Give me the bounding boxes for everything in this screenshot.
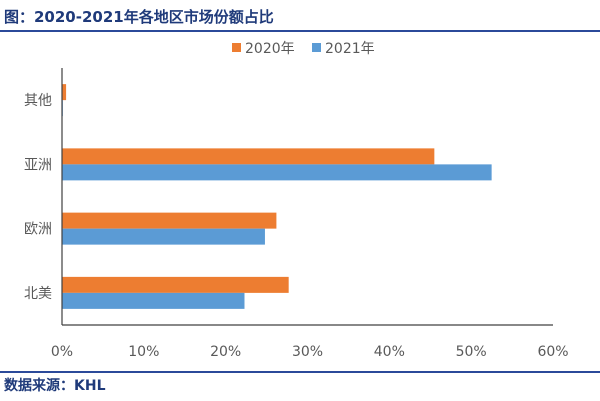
bar-2020年-亚洲 bbox=[62, 148, 435, 165]
x-tick-label: 0% bbox=[51, 344, 73, 360]
legend-swatch bbox=[232, 43, 241, 52]
bar-2021年-北美 bbox=[62, 292, 245, 309]
x-tick-label: 30% bbox=[292, 344, 323, 360]
x-tick-label: 10% bbox=[128, 344, 159, 360]
bar-2020年-其他 bbox=[62, 84, 67, 101]
x-tick-label: 40% bbox=[374, 344, 405, 360]
bar-2020年-北美 bbox=[62, 276, 289, 293]
bar-2021年-欧洲 bbox=[62, 228, 265, 245]
category-label: 其他 bbox=[24, 93, 52, 109]
category-label: 欧洲 bbox=[24, 222, 52, 238]
footer-divider bbox=[0, 371, 600, 373]
legend-label: 2020年 bbox=[245, 41, 295, 57]
legend-label: 2021年 bbox=[325, 41, 375, 57]
legend-swatch bbox=[312, 43, 321, 52]
bar-2021年-亚洲 bbox=[62, 164, 492, 181]
x-tick-label: 50% bbox=[456, 344, 487, 360]
category-label: 北美 bbox=[24, 286, 52, 302]
bar-2020年-欧洲 bbox=[62, 212, 277, 229]
source-note: 数据来源：KHL bbox=[4, 378, 106, 394]
title-divider bbox=[0, 30, 600, 32]
chart-title: 图：2020-2021年各地区市场份额占比 bbox=[4, 8, 274, 26]
x-tick-label: 20% bbox=[210, 344, 241, 360]
category-label: 亚洲 bbox=[24, 157, 52, 173]
x-tick-label: 60% bbox=[537, 344, 568, 360]
